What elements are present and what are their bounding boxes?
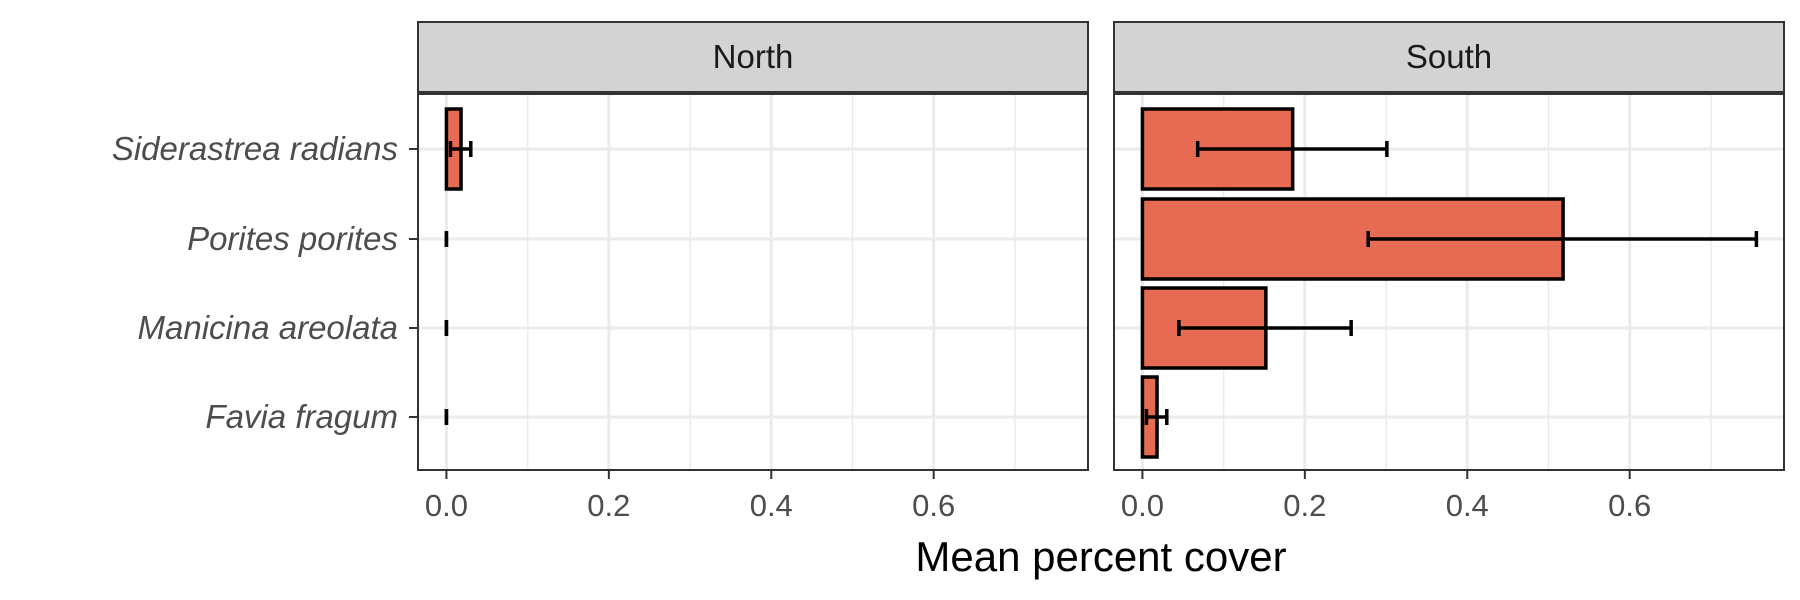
y-category-label-0: Siderastrea radians: [112, 130, 398, 167]
x-tick-label-south-2: 0.4: [1446, 488, 1489, 523]
errorbar-south-3: [1144, 409, 1169, 425]
facet-label-south: South: [1406, 38, 1492, 75]
y-category-label-3: Favia fragum: [205, 398, 398, 435]
panel-border-south: [1113, 93, 1785, 471]
x-tick-label-south-3: 0.6: [1608, 488, 1651, 523]
y-category-label-1: Porites porites: [187, 220, 398, 257]
x-tick-label-south-1: 0.2: [1283, 488, 1326, 523]
errorbar-south-0: [1195, 141, 1389, 157]
x-tick-label-north-2: 0.4: [750, 488, 793, 523]
x-axis-title: Mean percent cover: [915, 533, 1286, 580]
facet-strip-south: [1113, 21, 1785, 93]
panel-border-north: [417, 93, 1089, 471]
y-category-label-2: Manicina areolata: [138, 309, 399, 346]
x-tick-label-south-0: 0.0: [1121, 488, 1164, 523]
x-tick-label-north-0: 0.0: [425, 488, 468, 523]
errorbar-south-1: [1366, 231, 1759, 247]
x-tick-label-north-3: 0.6: [912, 488, 955, 523]
facet-strip-north: [417, 21, 1089, 93]
panel-background-north: [418, 94, 1088, 470]
x-tick-label-north-1: 0.2: [587, 488, 630, 523]
errorbar-south-2: [1177, 320, 1353, 336]
facet-label-north: North: [713, 38, 794, 75]
errorbar-north-0: [448, 141, 473, 157]
